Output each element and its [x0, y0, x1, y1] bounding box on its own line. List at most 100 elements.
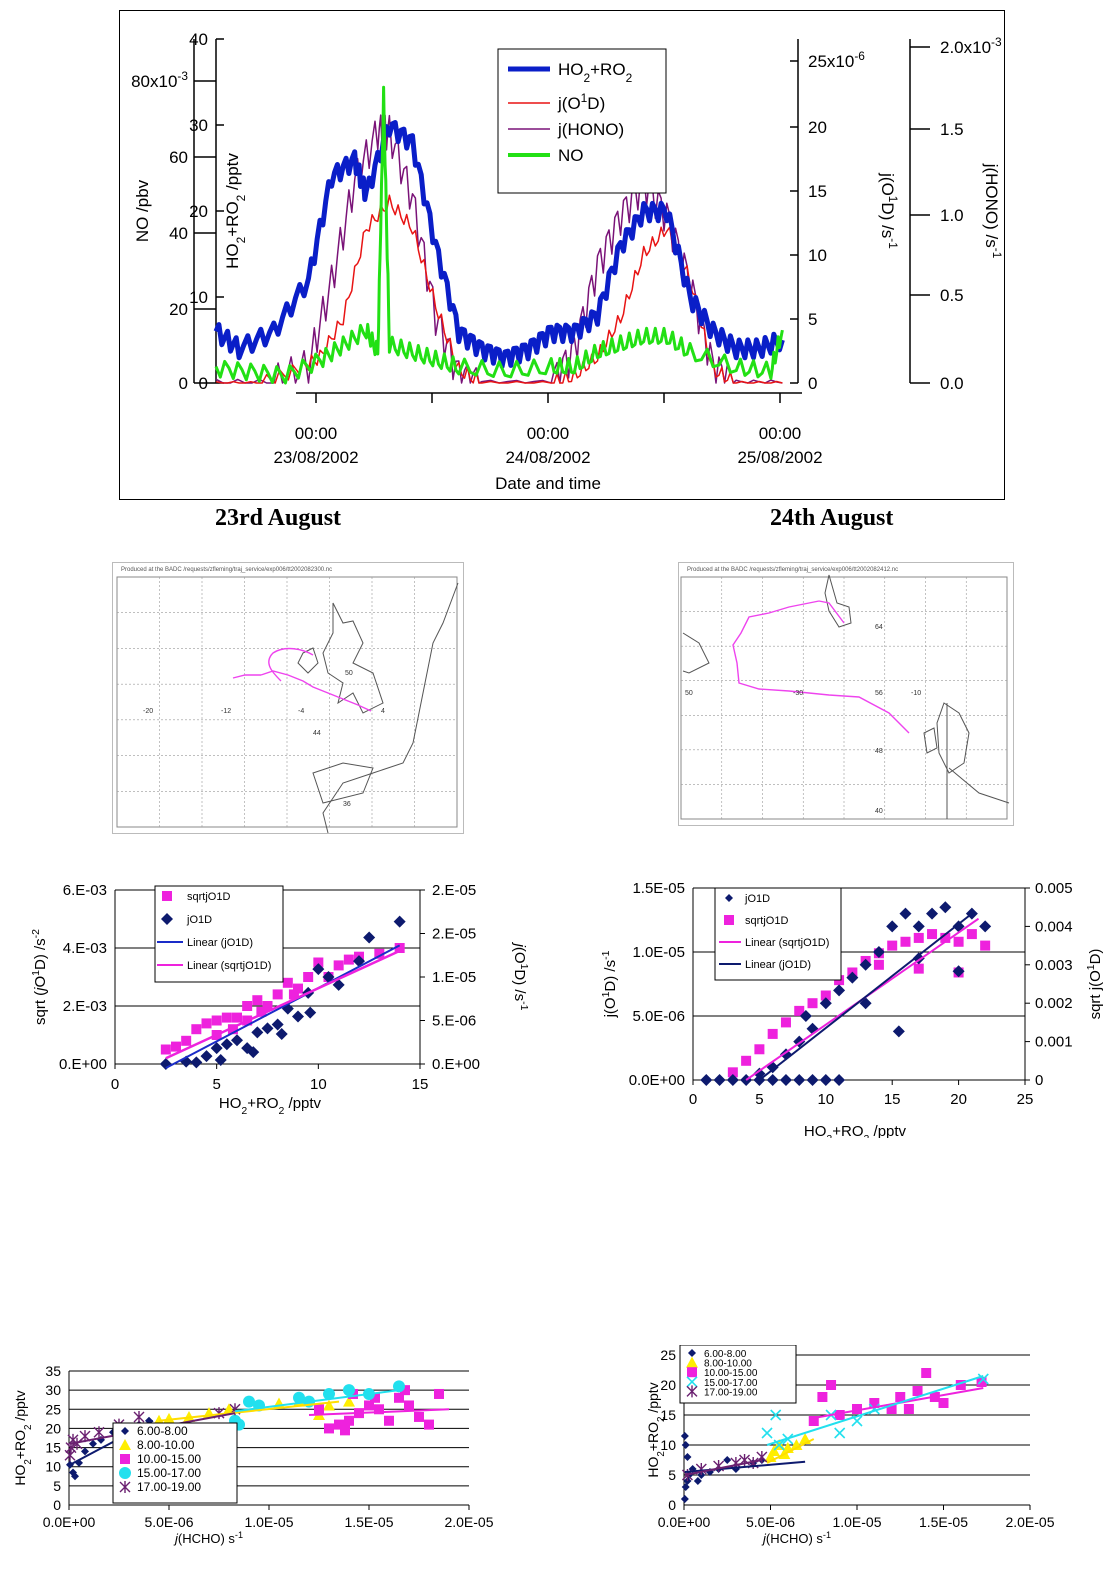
timeseries-legend: HO2+RO2 j(O1D) j(HONO) NO — [497, 48, 667, 194]
legend-marker-3 — [686, 1376, 698, 1388]
point-jo1d — [799, 1010, 812, 1022]
y2-tick-label: 5.E-06 — [432, 1013, 476, 1030]
no-axis-tick-label: 40 — [169, 224, 188, 243]
point-sqrtjo1d — [727, 1067, 738, 1078]
legend-marker-1 — [724, 915, 734, 925]
point-sqrtjo1d — [913, 932, 924, 943]
map-coord-label: -30 — [793, 690, 803, 697]
point-series-2 — [895, 1392, 906, 1402]
point-jo1d — [793, 1074, 806, 1086]
y-axis-title: HO2+RO2 /pptv — [645, 1382, 667, 1477]
time-tick-date: 23/08/2002 — [273, 448, 358, 467]
map-coord-label: 36 — [343, 801, 351, 808]
point-series-2 — [414, 1411, 424, 1422]
jo1d-axis-tick-label: 25x10-6 — [808, 49, 865, 71]
x-tick-label: 0 — [689, 1091, 697, 1108]
point-series-2 — [374, 1404, 384, 1415]
y2-axis-title: j(O1D) /s-1 — [511, 942, 530, 1011]
time-tick-label: 00:00 — [759, 424, 802, 443]
point-jo1d — [210, 1042, 223, 1055]
legend-marker-4 — [119, 1481, 131, 1493]
x-tick-label: 5.0E-06 — [144, 1514, 193, 1530]
map-coord-label: 48 — [875, 748, 883, 755]
point-sqrtjo1d — [780, 1017, 791, 1028]
scatter-right-legend: jO1D sqrtjO1D Linear (sqrtjO1D) Linear (jO1… — [714, 887, 842, 981]
point-sqrtjo1d — [807, 998, 818, 1009]
point-jo1d — [892, 1025, 905, 1038]
y-tick-label: 4.E-03 — [63, 940, 107, 957]
point-series-0 — [723, 1456, 732, 1464]
point-series-1 — [163, 1412, 175, 1424]
y2-tick-label: 0.001 — [1035, 1034, 1073, 1051]
time-tick-label: 00:00 — [527, 424, 570, 443]
point-series-2 — [434, 1388, 444, 1399]
x-tick-label: 5 — [755, 1091, 763, 1108]
y2-tick-label: 0.005 — [1035, 880, 1073, 897]
point-jo1d — [220, 1038, 233, 1051]
point-jo1d — [833, 1074, 846, 1086]
point-jo1d — [726, 1074, 739, 1086]
point-sqrtjo1d — [980, 940, 991, 951]
point-sqrtjo1d — [873, 959, 884, 970]
point-jo1d — [281, 1002, 294, 1015]
time-axis-title: Date and time — [495, 474, 601, 493]
y-tick-label: 30 — [45, 1382, 61, 1398]
fit-line-series-1 — [158, 1400, 340, 1422]
point-sqrtjo1d — [232, 1012, 242, 1023]
y-tick-label: 1.5E-05 — [632, 880, 685, 897]
y-tick-label: 0.E+00 — [59, 1056, 107, 1073]
point-series-3 — [977, 1373, 989, 1385]
legend-box — [679, 1345, 797, 1404]
ho2-axis-title: HO2+RO2 /pptv — [223, 153, 248, 269]
point-jo1d — [979, 920, 992, 933]
y-tick-label: 0 — [668, 1497, 676, 1513]
point-series-0 — [66, 1460, 74, 1469]
jhono-axis-tick-label: 0.0 — [940, 374, 964, 393]
jo1d-axis-tick-label: 20 — [808, 118, 827, 137]
point-sqrtjo1d — [966, 929, 977, 940]
legend-marker-2 — [687, 1367, 697, 1378]
point-jo1d — [275, 1027, 288, 1040]
x-tick-label: 2.0E-05 — [1005, 1514, 1054, 1530]
point-sqrtjo1d — [374, 948, 385, 959]
legend-label-0: jO1D — [744, 893, 770, 905]
point-series-1 — [183, 1410, 195, 1422]
fit-line-series-2 — [308, 1408, 450, 1417]
map-coord-label: -20 — [143, 708, 153, 715]
point-sqrtjo1d — [343, 954, 354, 965]
point-series-4 — [93, 1426, 105, 1439]
map-coord-label: -4 — [298, 708, 304, 715]
x-tick-label: 1.0E-05 — [832, 1514, 881, 1530]
trajectory-map-left: Produced at the BADC /requests/zfleming/… — [112, 562, 464, 834]
point-sqrtjo1d — [953, 936, 964, 947]
y-tick-label: 5 — [668, 1467, 676, 1483]
point-sqrtjo1d — [754, 1044, 765, 1055]
point-series-0 — [81, 1447, 89, 1456]
legend-label-2: Linear (jO1D) — [187, 937, 253, 949]
fit-line-series-3 — [766, 1375, 984, 1446]
point-series-4 — [133, 1410, 145, 1423]
point-series-0 — [71, 1472, 79, 1481]
point-series-0 — [69, 1468, 77, 1477]
coast-europe — [322, 582, 459, 833]
legend-label-3: Linear (jO1D) — [745, 959, 811, 971]
y2-tick-label: 2.E-05 — [432, 882, 476, 899]
fit-line-series-4 — [684, 1459, 763, 1476]
point-series-2 — [344, 1415, 354, 1426]
legend-label-1: 8.00-10.00 — [704, 1359, 752, 1370]
x-tick-label: 15 — [884, 1091, 901, 1108]
point-jo1d — [846, 971, 859, 984]
point-sqrtjo1d — [394, 943, 405, 953]
y-tick-label: 5.0E-06 — [632, 1008, 685, 1025]
x-axis-title: HO2+RO2 /pptv — [804, 1123, 907, 1138]
y-tick-label: 0 — [53, 1497, 61, 1513]
point-series-0 — [680, 1432, 689, 1440]
point-jo1d — [766, 1074, 779, 1086]
y2-axis-title: sqrt j(O1D) — [1085, 949, 1104, 1020]
legend-marker-0 — [688, 1349, 696, 1357]
point-sqrtjo1d — [256, 1006, 267, 1017]
point-series-1 — [323, 1399, 335, 1411]
point-sqrtjo1d — [221, 1012, 232, 1023]
legend-label-0: HO2+RO2 — [558, 60, 633, 85]
